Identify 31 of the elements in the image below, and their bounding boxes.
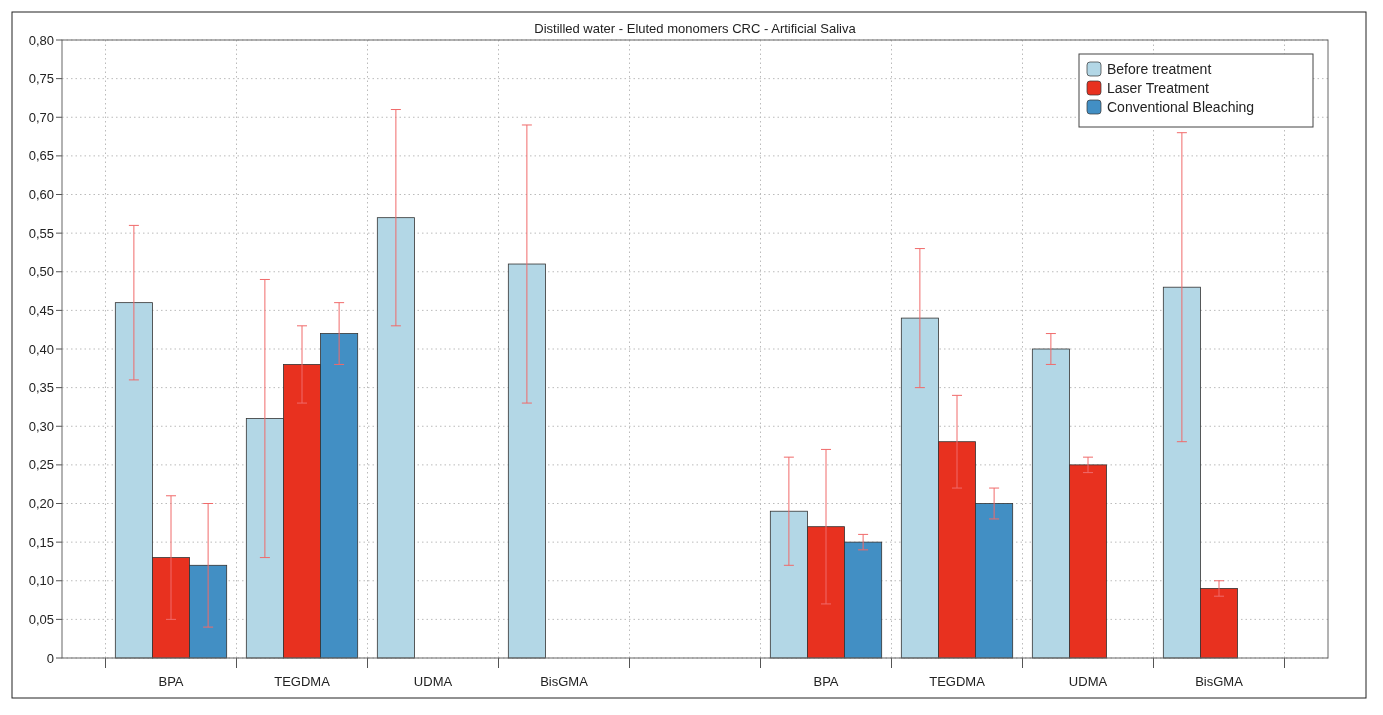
- y-tick-label: 0,15: [28, 534, 54, 550]
- legend-label: Laser Treatment: [1107, 79, 1210, 96]
- y-tick-label: 0,75: [28, 71, 54, 87]
- x-tick-label: UDMA: [413, 674, 453, 689]
- x-tick-label: BPA: [813, 674, 839, 689]
- y-tick-label: 0,65: [28, 148, 54, 164]
- chart-title: Distilled water - Eluted monomers CRC - Artificial Saliva: [534, 21, 857, 36]
- legend-label: Before treatment: [1107, 60, 1212, 77]
- bar: [376, 217, 415, 659]
- y-tick-label: 0,70: [28, 109, 54, 125]
- y-tick-label: 0,35: [28, 380, 54, 396]
- y-tick-label: 0,05: [28, 611, 54, 627]
- y-tick-label: 0,60: [28, 187, 54, 203]
- y-tick-label: 0,80: [28, 32, 54, 48]
- x-tick-label: BPA: [158, 674, 184, 689]
- x-tick-label: BisGMA: [540, 674, 589, 689]
- y-tick-label: 0,45: [28, 302, 54, 318]
- legend-label: Conventional Bleaching: [1107, 98, 1255, 115]
- y-tick-label: 0,40: [28, 341, 54, 357]
- y-tick-label: 0,55: [28, 225, 54, 241]
- y-tick-label: 0,10: [28, 573, 54, 589]
- bar: [507, 263, 546, 659]
- y-tick-label: 0,30: [28, 418, 54, 434]
- y-tick-label: 0,25: [28, 457, 54, 473]
- x-tick-label: TEGDMA: [274, 674, 331, 689]
- x-tick-label: BisGMA: [1195, 674, 1244, 689]
- y-tick-label: 0,20: [28, 496, 54, 512]
- x-tick-label: UDMA: [1068, 674, 1108, 689]
- x-tick-label: TEGDMA: [929, 674, 986, 689]
- y-tick-label: 0,50: [28, 264, 54, 280]
- y-tick-label: 0: [46, 650, 54, 666]
